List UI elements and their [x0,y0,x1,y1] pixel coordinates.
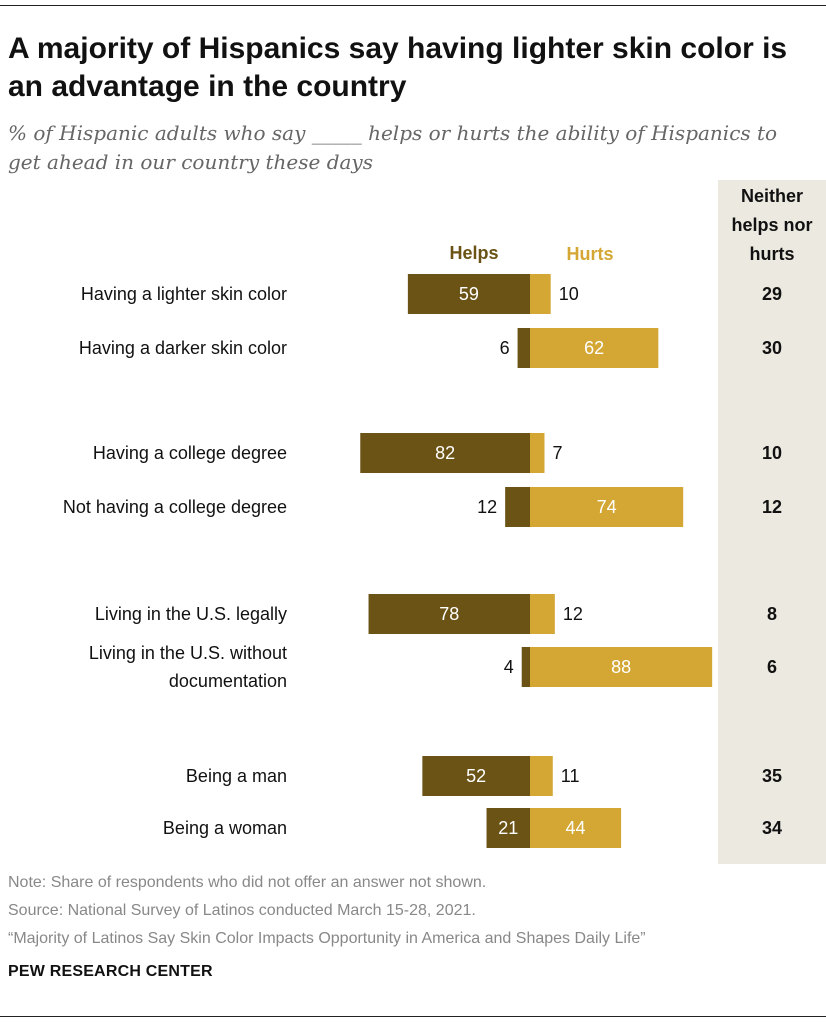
helps-bar [486,808,530,848]
hurts-bar [530,594,555,634]
neither-value: 35 [762,766,782,786]
neither-value: 30 [762,338,782,358]
neither-value: 29 [762,284,782,304]
helps-value-label: 52 [466,766,486,786]
neither-value: 8 [767,604,777,624]
neither-value: 34 [762,818,782,838]
hurts-bar [530,756,553,796]
chart-source: Source: National Survey of Latinos condu… [8,902,476,919]
hurts-value-label: 74 [597,497,617,517]
category-label: Having a darker skin color [79,338,287,358]
legend-helps: Helps [449,243,498,263]
helps-value-label: 6 [500,338,510,358]
neither-header-line: hurts [750,244,795,264]
hurts-value-label: 7 [552,443,562,463]
neither-value: 10 [762,443,782,463]
helps-value-label: 78 [439,604,459,624]
hurts-value-label: 12 [563,604,583,624]
category-label: Living in the U.S. without [89,643,287,663]
hurts-bar [530,328,659,368]
category-label: Having a lighter skin color [81,284,287,304]
neither-value: 12 [762,497,782,517]
neither-header-line: Neither [741,186,803,206]
chart-note: Note: Share of respondents who did not o… [8,874,487,891]
helps-bar [360,433,530,473]
category-label: Being a woman [163,818,287,838]
hurts-value-label: 88 [611,657,631,677]
category-label: Having a college degree [93,443,287,463]
category-label: documentation [169,671,287,691]
bottom-rule [0,1016,826,1017]
neither-value: 6 [767,657,777,677]
hurts-value-label: 10 [559,284,579,304]
hurts-bar [530,647,713,687]
brand-name: PEW RESEARCH CENTER [8,963,213,980]
helps-bar [422,756,530,796]
hurts-value-label: 11 [561,766,580,786]
helps-value-label: 59 [459,284,479,304]
helps-value-label: 4 [504,657,514,677]
top-rule [0,5,826,6]
hurts-value-label: 44 [566,818,586,838]
helps-bar [368,594,530,634]
helps-bar [407,274,530,314]
neither-column-bg [718,180,826,864]
neither-header-line: helps nor [731,215,812,235]
helps-bar [521,647,530,687]
helps-value-label: 21 [498,818,518,838]
category-label: Not having a college degree [63,497,287,517]
helps-value-label: 12 [477,497,497,517]
helps-bar [505,487,530,527]
helps-value-label: 82 [435,443,455,463]
chart-title: A majority of Hispanics say having light… [8,32,788,103]
chart-subtitle: % of Hispanic adults who say _____ helps… [8,121,778,174]
hurts-value-label: 62 [584,338,604,358]
helps-bar [517,328,530,368]
hurts-bar [530,808,622,848]
report-title: “Majority of Latinos Say Skin Color Impa… [8,930,646,947]
category-label: Being a man [186,766,287,786]
category-label: Living in the U.S. legally [95,604,287,624]
hurts-bar [530,433,545,473]
hurts-bar [530,274,551,314]
hurts-bar [530,487,684,527]
legend-hurts: Hurts [566,244,613,264]
